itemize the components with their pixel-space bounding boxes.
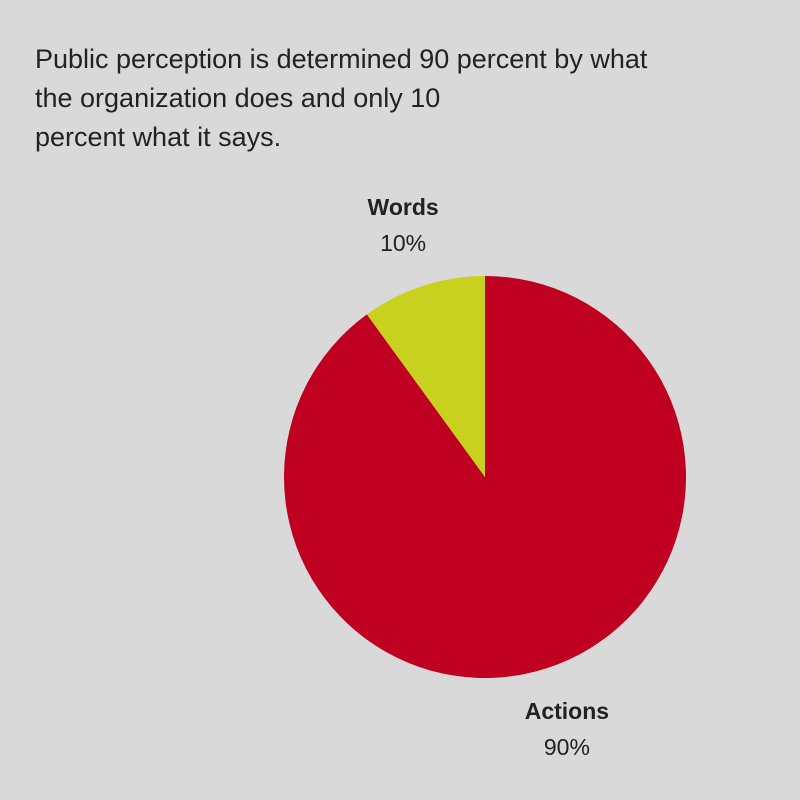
slice-label: Actions (525, 698, 609, 724)
slice-value-label: 90% (544, 734, 590, 760)
chart-title: the organization does and only 10 (35, 83, 440, 113)
chart-title: Public perception is determined 90 perce… (35, 44, 648, 74)
chart-title: percent what it says. (35, 122, 281, 152)
slice-label: Words (368, 194, 439, 220)
pie-slice (366, 276, 485, 477)
slice-value-label: 10% (380, 230, 426, 256)
